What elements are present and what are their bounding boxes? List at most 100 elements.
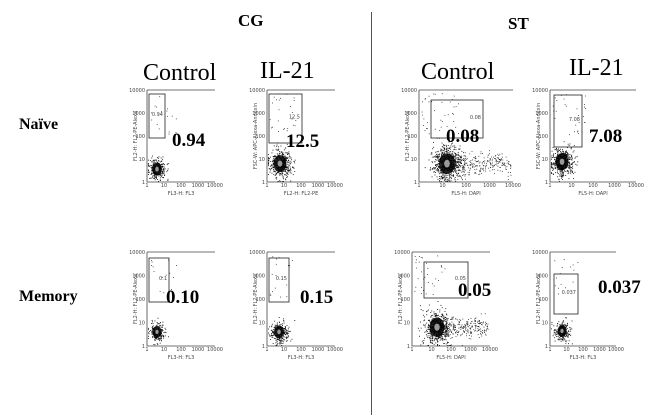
y-tick-label: 100 — [400, 297, 410, 303]
percent-value-st-memory-control: 0.05 — [458, 280, 492, 301]
x-tick-label: 1000 — [608, 183, 621, 189]
group-title-st: ST — [508, 14, 529, 33]
x-tick-label: 100 — [578, 347, 588, 353]
percent-value-cg-naive-control: 0.94 — [172, 130, 206, 151]
x-axis-title: FL3-H: FL3 — [570, 355, 597, 361]
flow-plot-cg-memory-il21: 1 10 100 1000 10000 1 10 100 1000 10000 FL3-H: FL3… — [249, 250, 343, 361]
x-tick-label: 10 — [568, 183, 574, 189]
y-tick-label: 1000 — [404, 111, 417, 117]
x-tick-label: 1000 — [593, 347, 606, 353]
y-tick-label: 10000 — [249, 88, 265, 94]
population-center — [277, 160, 283, 167]
y-tick-label: 10000 — [129, 250, 145, 256]
y-tick-label: 1 — [142, 180, 145, 186]
row-label-memory: Memory — [19, 288, 78, 305]
x-tick-label: 1 — [265, 183, 268, 189]
x-tick-label: 10000 — [207, 347, 223, 353]
x-tick-label: 100 — [296, 183, 306, 189]
y-tick-label: 100 — [255, 297, 265, 303]
plot-axes — [418, 90, 513, 183]
flow-plot-cg-naive-control: 1 10 100 1000 10000 1 10 100 1000 10000 FL3-H: FL3… — [129, 88, 223, 197]
x-tick-label: 1 — [417, 183, 420, 189]
x-tick-label: 1 — [548, 183, 551, 189]
flow-plot-st-naive-il21: 1 10 100 1000 10000 1 10 100 1000 10000 FL5-H: DAP… — [532, 88, 644, 197]
x-tick-label: 100 — [176, 347, 186, 353]
y-tick-label: 1 — [414, 180, 417, 186]
y-tick-label: 10000 — [401, 88, 417, 94]
y-tick-label: 1000 — [252, 111, 265, 117]
x-tick-label: 10 — [428, 347, 434, 353]
plot-axes — [549, 252, 616, 347]
percent-value-cg-memory-control: 0.10 — [166, 287, 200, 308]
y-axis-title: FL2-H: FL2-PE-Alexa — [536, 274, 542, 324]
y-tick-label: 10 — [542, 157, 548, 163]
x-tick-label: 1000 — [464, 347, 477, 353]
y-tick-label: 1000 — [132, 111, 145, 117]
population-center — [444, 159, 450, 168]
x-tick-label: 1 — [410, 347, 413, 353]
x-tick-label: 100 — [446, 347, 456, 353]
y-tick-label: 10 — [139, 321, 145, 327]
x-tick-label: 10000 — [482, 347, 498, 353]
x-tick-label: 100 — [588, 183, 598, 189]
x-tick-label: 10000 — [327, 347, 343, 353]
flow-plot-cg-naive-il21: 1 10 100 1000 10000 1 10 100 1000 10000 FL2-H: FL2… — [249, 88, 343, 197]
plot-axes — [411, 252, 490, 347]
plot-axes — [266, 90, 335, 183]
x-axis-title: FL3-H: FL3 — [168, 355, 195, 361]
y-tick-label: 1000 — [132, 274, 145, 280]
y-tick-label: 100 — [255, 134, 265, 140]
column-title-cg-il21: IL-21 — [260, 58, 315, 84]
x-tick-label: 1 — [265, 347, 268, 353]
plot-axes — [549, 90, 636, 183]
plot-axes — [146, 252, 215, 347]
y-tick-label: 10000 — [129, 88, 145, 94]
gate-box — [268, 257, 290, 303]
y-tick-label: 1000 — [397, 274, 410, 280]
population-center — [434, 323, 440, 331]
y-tick-label: 100 — [538, 297, 548, 303]
y-tick-label: 10000 — [249, 250, 265, 256]
x-tick-label: 10000 — [608, 347, 624, 353]
x-axis-title: FL3-H: FL3 — [168, 191, 195, 197]
y-tick-label: 1000 — [252, 274, 265, 280]
column-title-st-control: Control — [421, 59, 495, 85]
population-center — [277, 329, 281, 335]
plot-axes — [146, 90, 215, 183]
x-axis-title: FL5-H: DAPI — [451, 191, 480, 197]
flow-plot-st-naive-control: 1 10 100 1000 10000 1 10 100 1000 10000 FL5-H: DAP… — [401, 88, 521, 197]
x-tick-label: 1000 — [312, 183, 325, 189]
x-tick-label: 1000 — [192, 347, 205, 353]
y-axis-title: FSC-W: APC-Alexa-Annexin — [253, 103, 259, 169]
y-tick-label: 100 — [538, 134, 548, 140]
y-axis-title: FL2-H: FL2-PE-Alexa — [253, 274, 259, 324]
flow-plot-cg-memory-control: 1 10 100 1000 10000 1 10 100 1000 10000 FL3-H: FL3… — [129, 250, 223, 361]
x-tick-label: 10 — [281, 347, 287, 353]
x-tick-label: 10 — [563, 347, 569, 353]
population-center — [560, 328, 564, 334]
gate-box — [553, 273, 579, 315]
y-tick-label: 10 — [259, 157, 265, 163]
x-tick-label: 1000 — [192, 183, 205, 189]
percent-value-st-naive-il21: 7.08 — [589, 126, 623, 147]
y-tick-label: 1 — [262, 180, 265, 186]
percent-value-st-memory-il21: 0.037 — [598, 277, 641, 298]
x-tick-label: 10 — [161, 183, 167, 189]
y-axis-title: FL2-H: FL2-PE-Alexa — [398, 274, 404, 324]
population-center — [559, 158, 565, 165]
y-tick-label: 10000 — [532, 88, 548, 94]
y-tick-label: 1000 — [535, 111, 548, 117]
x-axis-title: FL2-H: FL2-PE — [284, 191, 319, 197]
y-tick-label: 10 — [139, 157, 145, 163]
x-tick-label: 10000 — [628, 183, 644, 189]
population-center — [155, 166, 159, 172]
gate-box — [148, 257, 170, 303]
y-tick-label: 1 — [262, 344, 265, 350]
y-tick-label: 10000 — [394, 250, 410, 256]
x-tick-label: 100 — [296, 347, 306, 353]
gate-label: 7.08 — [569, 117, 580, 123]
